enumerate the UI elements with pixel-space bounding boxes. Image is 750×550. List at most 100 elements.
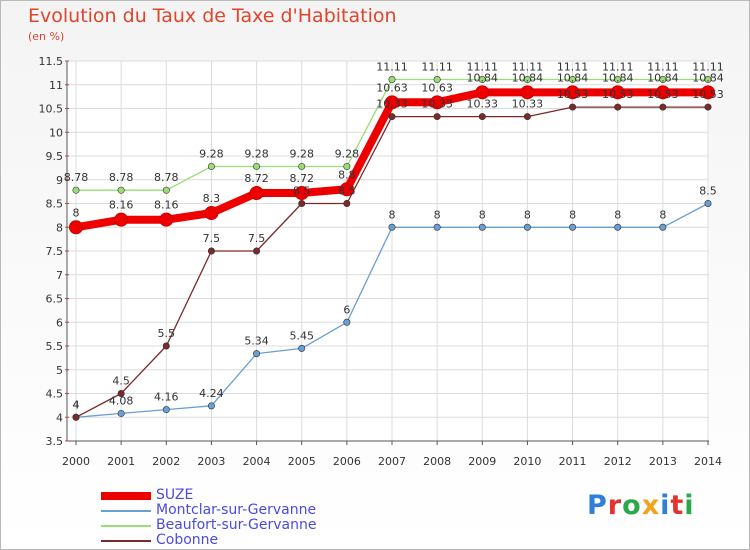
data-point	[343, 162, 351, 170]
data-label: 11.11	[557, 61, 589, 74]
data-label: 4	[73, 398, 80, 411]
data-point	[72, 413, 80, 421]
data-label: 4.16	[154, 391, 179, 404]
x-tick-label: 2010	[513, 455, 541, 468]
x-tick-label: 2009	[468, 455, 496, 468]
x-tick-label: 2014	[694, 455, 722, 468]
x-tick-label: 2000	[62, 455, 90, 468]
data-label: 8.5	[338, 185, 356, 198]
data-point	[162, 342, 170, 350]
legend-label-montclar: Montclar-sur-Gervanne	[156, 502, 317, 518]
data-point	[253, 247, 261, 255]
data-point	[207, 402, 215, 410]
x-tick-label: 2001	[107, 455, 135, 468]
legend-item-montclar: Montclar-sur-Gervanne	[101, 502, 501, 519]
data-point	[478, 113, 486, 121]
data-point	[610, 85, 625, 100]
data-label: 8.3	[203, 192, 221, 205]
logo-letter: P	[587, 490, 608, 521]
data-label: 10.53	[647, 88, 679, 101]
x-tick-label: 2013	[649, 455, 677, 468]
legend-item-beaufort: Beaufort-sur-Gervanne	[101, 517, 501, 534]
data-point	[343, 318, 351, 326]
y-tick-label: 9	[56, 174, 63, 187]
data-point	[117, 409, 125, 417]
data-point	[69, 220, 83, 235]
data-label: 11.11	[602, 61, 634, 74]
data-point	[253, 350, 261, 358]
y-tick-label: 8	[56, 221, 63, 234]
data-label: 5.5	[158, 327, 176, 340]
data-label: 8.5	[699, 185, 717, 198]
data-point	[385, 95, 399, 110]
data-label: 9.28	[335, 147, 360, 160]
data-label: 10.33	[421, 98, 453, 111]
data-label: 8	[614, 208, 621, 221]
data-point	[388, 76, 396, 84]
data-label: 10.53	[557, 88, 589, 101]
data-label: 10.53	[602, 88, 634, 101]
data-point	[478, 223, 486, 231]
legend-item-suze: SUZE	[101, 487, 501, 504]
logo-letter: r	[607, 490, 623, 521]
logo-letter: i	[684, 490, 695, 521]
data-point	[433, 223, 441, 231]
data-label: 10.33	[512, 98, 544, 111]
data-label: 8.72	[289, 172, 314, 185]
data-point	[433, 76, 441, 84]
data-label: 10.84	[647, 71, 679, 84]
data-point	[207, 247, 215, 255]
data-label: 10.84	[467, 71, 499, 84]
y-tick-label: 4	[56, 411, 63, 424]
data-label: 11.11	[512, 61, 544, 74]
logo-letter: t	[670, 490, 685, 521]
data-point	[253, 162, 261, 170]
data-point	[159, 212, 174, 227]
data-point	[659, 103, 667, 111]
data-point	[704, 103, 712, 111]
y-tick-label: 9.5	[46, 150, 64, 163]
data-label: 8.16	[109, 199, 134, 212]
y-tick-label: 6	[56, 316, 63, 329]
data-point	[478, 76, 486, 84]
data-point	[298, 200, 306, 208]
data-point	[475, 85, 490, 100]
data-label: 4.08	[109, 394, 134, 407]
legend-label-suze: SUZE	[156, 487, 194, 503]
data-point	[659, 76, 667, 84]
data-point	[701, 85, 715, 100]
y-tick-label: 4.5	[46, 388, 64, 401]
data-label: 11.11	[421, 61, 453, 74]
data-point	[388, 113, 396, 121]
y-tick-label: 5	[56, 364, 63, 377]
data-label: 11.11	[692, 61, 724, 74]
data-label: 10.53	[692, 88, 724, 101]
data-label: 11.11	[647, 61, 679, 74]
data-label: 8	[659, 208, 666, 221]
data-point	[204, 206, 219, 220]
data-label: 10.84	[692, 71, 724, 84]
y-tick-label: 11.5	[39, 55, 64, 68]
data-label: 8	[389, 208, 396, 221]
chart-subtitle: (en %)	[28, 30, 65, 43]
logo-letter: i	[660, 490, 671, 521]
y-tick-label: 11	[49, 79, 63, 92]
data-point	[614, 76, 622, 84]
data-label: 4	[73, 398, 80, 411]
data-point	[565, 85, 580, 100]
data-label: 10.84	[557, 71, 589, 84]
data-label: 8	[434, 208, 441, 221]
data-label: 8.78	[109, 171, 134, 184]
data-point	[162, 186, 170, 194]
logo-letter: x	[641, 490, 661, 521]
data-label: 8	[524, 208, 531, 221]
y-tick-label: 8.5	[46, 198, 64, 211]
data-label: 9.28	[199, 147, 224, 160]
x-tick-label: 2003	[197, 455, 225, 468]
data-label: 6	[343, 303, 350, 316]
data-label: 4.5	[112, 375, 130, 388]
data-label: 8.5	[293, 185, 311, 198]
data-point	[117, 389, 125, 397]
data-point	[523, 113, 531, 121]
